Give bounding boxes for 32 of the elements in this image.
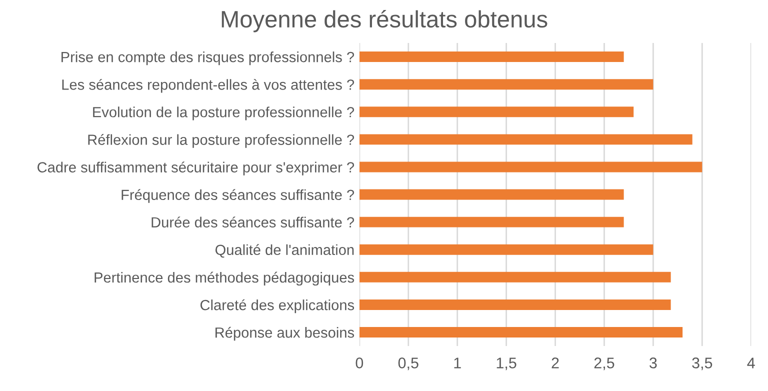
x-tick-label: 0 [356,358,364,368]
y-tick-label: Réponse aux besoins [216,326,354,341]
bar [359,134,692,145]
x-tick-label: 0,5 [398,358,418,370]
x-tick-label: 1 [454,358,461,368]
y-tick-label: Réflexion sur la posture professionnelle ? [88,134,354,148]
y-tick-label: Pertinence des méthodes pédagogiques [94,272,354,286]
bar [359,272,671,282]
x-tick-label: 2 [552,358,559,368]
bar [359,327,683,338]
y-tick-label: Clareté des explications [200,299,354,314]
y-tick-label: Prise en compte des risques professionnels ? [62,52,354,66]
x-tick-label: 3 [650,358,657,368]
bar [359,106,634,118]
bar [359,52,624,62]
bar [359,162,702,172]
y-tick-label: Evolution de la posture professionnelle ? [93,106,354,120]
x-tick-label: 1,5 [496,358,516,370]
chart-title: Moyenne des résultats obtenus [222,10,548,32]
x-tick-label: 2,5 [594,358,614,370]
x-tick-label: 4 [747,358,755,368]
bar [359,244,654,255]
bar [359,216,624,228]
y-tick-label: Cadre suffisamment sécuritaire pour s'exprimer ? [38,162,354,176]
y-tick-label: Durée des séances suffisante ? [152,216,354,228]
y-tick-label: Fréquence des séances suffisante ? [122,189,354,203]
bar [359,79,654,90]
bar [359,299,671,310]
y-tick-label: Les séances repondent-elles à vos attentes ? [62,78,354,93]
x-tick-label: 3,5 [692,358,712,370]
bar [359,189,624,200]
y-tick-label: Qualité de l'animation [215,244,354,258]
